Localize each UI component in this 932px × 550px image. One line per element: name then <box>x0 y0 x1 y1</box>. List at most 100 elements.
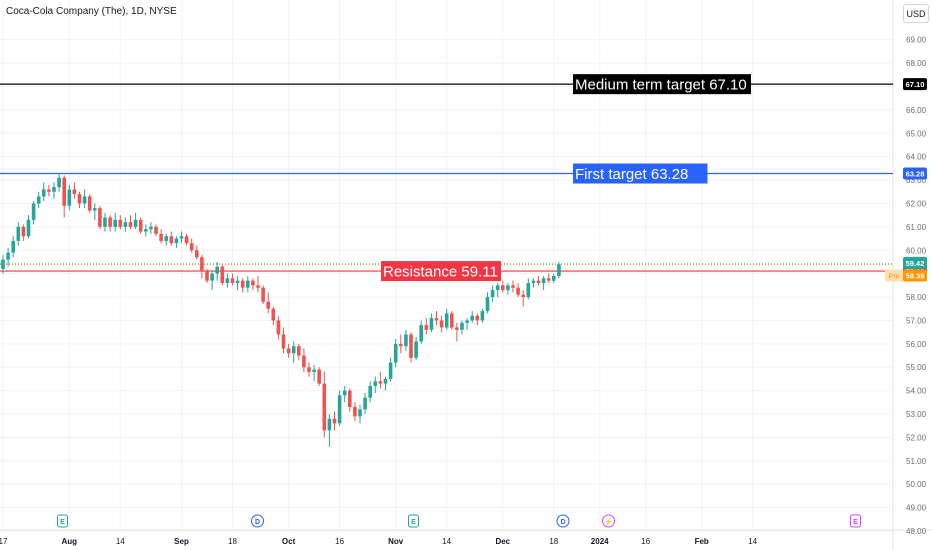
annotation-label-box <box>573 163 708 184</box>
x-tick-label: Feb <box>695 537 709 546</box>
candle-body <box>113 219 117 227</box>
candle-body <box>342 390 347 396</box>
chart-title: Coca-Cola Company (The), 1D, NYSE <box>6 6 177 17</box>
candle-body <box>388 362 393 379</box>
y-tick-label: 56.00 <box>906 340 927 349</box>
candle-body <box>526 283 531 298</box>
candle-body <box>373 381 378 386</box>
earnings-event-icon[interactable] <box>850 514 861 528</box>
event-label: D <box>255 519 260 526</box>
candle-body <box>480 311 485 321</box>
candle-body <box>276 320 281 335</box>
candle-body <box>485 297 490 312</box>
price-badge-label: 63.28 <box>906 170 925 179</box>
pre-tag-box <box>885 269 903 282</box>
candle-body <box>531 280 536 284</box>
candle-body <box>251 280 255 286</box>
y-tick-label: 55.00 <box>906 363 927 372</box>
candle-body <box>67 189 72 206</box>
y-tick-label: 68.00 <box>906 59 927 68</box>
candle-body <box>98 208 102 227</box>
annotation-label-box <box>381 261 501 282</box>
candle-body <box>429 318 434 330</box>
x-tick-label: Dec <box>495 537 510 546</box>
x-tick-label: Sep <box>174 537 189 546</box>
split-event-icon[interactable] <box>602 514 615 528</box>
event-label: ⚡ <box>604 517 613 526</box>
candle-body <box>123 222 128 227</box>
candle-body <box>72 189 77 195</box>
y-tick-label: 50.00 <box>906 480 927 489</box>
candle-body <box>337 395 342 424</box>
candle-body <box>516 287 520 295</box>
candle-body <box>93 208 97 211</box>
y-tick-label: 54.00 <box>906 387 927 396</box>
candle-body <box>424 325 429 330</box>
currency-button[interactable]: USD <box>903 4 929 23</box>
annotation-label: First target 63.28 <box>575 166 688 183</box>
candle-body <box>297 346 301 356</box>
candle-body <box>368 385 372 398</box>
x-tick-label: 16 <box>335 537 344 546</box>
candle-body <box>128 222 133 227</box>
candle-body <box>291 346 296 354</box>
y-tick-label: 53.00 <box>906 410 927 419</box>
candle-body <box>455 327 459 330</box>
candle-body <box>552 275 556 281</box>
price-badge-label: 59.39 <box>906 272 925 281</box>
x-tick-label: Aug <box>62 537 78 546</box>
candle-body <box>6 252 10 260</box>
candle-body <box>434 318 439 321</box>
candle-body <box>26 219 31 237</box>
candle-body <box>470 315 474 321</box>
dividend-event-icon[interactable] <box>556 514 570 528</box>
annotation-label: Medium term target 67.10 <box>575 77 747 94</box>
y-tick-label: 64.00 <box>906 153 927 162</box>
candle-body <box>460 322 464 330</box>
earnings-event-icon[interactable] <box>57 514 68 528</box>
annotation-label: Resistance 59.11 <box>383 264 498 281</box>
candle-body <box>42 189 46 197</box>
candle-body <box>118 219 123 227</box>
candle-body <box>358 409 362 417</box>
candle-body <box>11 240 15 253</box>
event-label: E <box>853 519 858 526</box>
x-tick-label: 16 <box>641 537 650 546</box>
candle-body <box>511 285 515 288</box>
candle-body <box>133 219 138 227</box>
candle-body <box>271 308 276 321</box>
price-badge-label: 59.42 <box>906 259 925 268</box>
candle-body <box>189 243 194 251</box>
pre-tag-label: Pre <box>889 274 900 281</box>
candle-body <box>47 189 51 192</box>
candle-body <box>286 348 291 354</box>
candle-body <box>52 187 56 192</box>
candle-body <box>546 278 551 281</box>
price-badge <box>903 167 927 180</box>
price-badge-label: 67.10 <box>906 80 925 89</box>
candle-body <box>317 369 321 384</box>
candle-body <box>195 250 199 258</box>
candle-body <box>322 383 327 431</box>
candle-body <box>495 285 500 291</box>
candle-body <box>108 217 112 227</box>
candle-body <box>266 301 270 309</box>
candle-body <box>174 238 179 244</box>
earnings-event-icon[interactable] <box>408 514 419 528</box>
price-badge <box>903 78 927 91</box>
x-tick-label: 14 <box>442 537 451 546</box>
candle-body <box>179 236 184 239</box>
candle-body <box>536 280 541 284</box>
candle-body <box>404 334 408 347</box>
candle-body <box>501 285 505 291</box>
dividend-event-icon[interactable] <box>251 514 264 528</box>
y-tick-label: 66.00 <box>906 106 927 115</box>
x-tick-label: Oct <box>282 537 296 546</box>
annotation-label-box <box>573 74 751 95</box>
candle-body <box>378 381 383 384</box>
candle-body <box>261 287 265 302</box>
candle-body <box>62 177 66 206</box>
x-tick-label: 2024 <box>591 537 609 546</box>
candle-body <box>409 334 413 358</box>
